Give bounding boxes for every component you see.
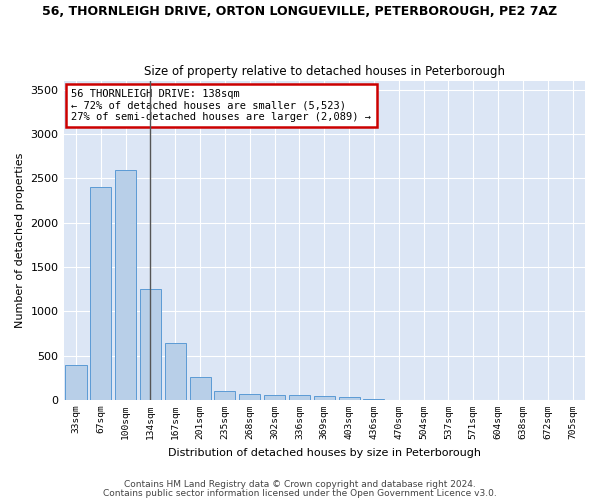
Bar	[239, 394, 260, 400]
Bar	[289, 395, 310, 400]
Text: Contains HM Land Registry data © Crown copyright and database right 2024.: Contains HM Land Registry data © Crown c…	[124, 480, 476, 489]
Bar	[90, 188, 112, 400]
Y-axis label: Number of detached properties: Number of detached properties	[15, 152, 25, 328]
Bar	[65, 366, 86, 400]
Bar	[140, 289, 161, 400]
Title: Size of property relative to detached houses in Peterborough: Size of property relative to detached ho…	[144, 66, 505, 78]
Text: 56 THORNLEIGH DRIVE: 138sqm
← 72% of detached houses are smaller (5,523)
27% of : 56 THORNLEIGH DRIVE: 138sqm ← 72% of det…	[71, 89, 371, 122]
Bar	[115, 170, 136, 400]
Bar	[338, 396, 359, 400]
Text: Contains public sector information licensed under the Open Government Licence v3: Contains public sector information licen…	[103, 488, 497, 498]
Bar	[314, 396, 335, 400]
X-axis label: Distribution of detached houses by size in Peterborough: Distribution of detached houses by size …	[168, 448, 481, 458]
Bar	[214, 391, 235, 400]
Bar	[190, 377, 211, 400]
Text: 56, THORNLEIGH DRIVE, ORTON LONGUEVILLE, PETERBOROUGH, PE2 7AZ: 56, THORNLEIGH DRIVE, ORTON LONGUEVILLE,…	[43, 5, 557, 18]
Bar	[165, 343, 186, 400]
Bar	[264, 395, 285, 400]
